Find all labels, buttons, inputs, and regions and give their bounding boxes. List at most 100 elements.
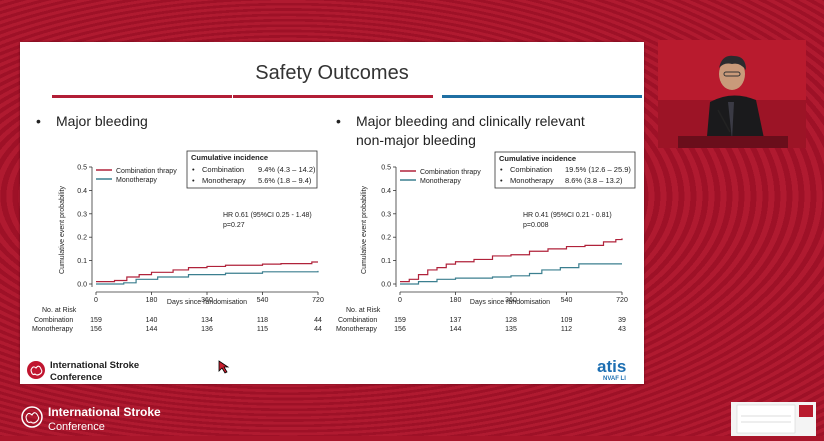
risk-value: 136	[201, 326, 213, 333]
x-tick-label: 0	[398, 297, 402, 304]
svg-text:Monotherapy: Monotherapy	[32, 326, 73, 333]
y-tick-label: 0.3	[77, 211, 87, 218]
y-tick-label: 0.3	[381, 211, 391, 218]
svg-text:Combination: Combination	[338, 317, 377, 324]
left-legend-monotherapy: Monotherapy	[116, 177, 157, 184]
left-hr: HR 0.61 (95%CI 0.25 - 1.48)	[223, 212, 312, 219]
x-tick-label: 360	[201, 297, 213, 304]
series-line-monotherapy	[96, 270, 319, 285]
svg-text:Combination: Combination	[34, 317, 73, 324]
y-tick-label: 0.4	[381, 188, 391, 195]
risk-value: 115	[257, 326, 268, 333]
svg-text:NVAF LI: NVAF LI	[603, 376, 626, 382]
conference-branding: International Stroke Conference	[21, 405, 161, 433]
svg-text:19.5% (12.6 – 25.9): 19.5% (12.6 – 25.9)	[565, 165, 631, 174]
risk-value: 112	[561, 326, 572, 333]
risk-value: 118	[257, 317, 268, 324]
svg-text:atis: atis	[597, 357, 626, 376]
y-tick-label: 0.0	[381, 282, 391, 289]
x-tick-label: 720	[616, 297, 628, 304]
risk-value: 44	[314, 317, 322, 324]
y-tick-label: 0.2	[77, 235, 87, 242]
risk-value: 134	[201, 317, 213, 324]
risk-value: 137	[450, 317, 462, 324]
right-pvalue: p=0.008	[523, 222, 549, 229]
svg-text:International Stroke: International Stroke	[50, 360, 139, 371]
title-rule-mid	[233, 95, 433, 98]
y-tick-label: 0.1	[77, 258, 87, 265]
title-rule-right	[442, 95, 642, 98]
svg-text:Cumulative incidence: Cumulative incidence	[499, 154, 576, 163]
right-incidence-box: Cumulative incidence • Combination 19.5%…	[494, 151, 636, 189]
svg-text:8.6% (3.8 – 13.2): 8.6% (3.8 – 13.2)	[565, 176, 623, 185]
svg-text:No. at Risk: No. at Risk	[42, 307, 77, 314]
right-ylabel: Cumulative event probability	[361, 186, 368, 274]
left-ylabel: Cumulative event probability	[59, 186, 66, 274]
risk-value: 144	[450, 326, 462, 333]
risk-value: 144	[146, 326, 158, 333]
risk-value: 156	[90, 326, 102, 333]
left-risk-table: No. at Risk Combination Monotherapy 159 1…	[32, 307, 322, 333]
right-hr: HR 0.41 (95%CI 0.21 - 0.81)	[523, 212, 612, 219]
left-incidence-box: Cumulative incidence • Combination 9.4% …	[186, 150, 318, 189]
svg-text:•: •	[500, 176, 503, 185]
speaker-video	[658, 40, 806, 148]
presentation-slide: Safety Outcomes • Major bleeding • Major…	[20, 42, 644, 384]
y-tick-label: 0.1	[381, 258, 391, 265]
brain-icon	[27, 361, 45, 379]
risk-value: 44	[314, 326, 322, 333]
svg-text:Monotherapy: Monotherapy	[510, 176, 554, 185]
x-tick-label: 180	[450, 297, 462, 304]
slide-thumbnail[interactable]	[731, 402, 816, 436]
y-tick-label: 0.4	[77, 188, 87, 195]
x-tick-label: 540	[257, 297, 269, 304]
svg-text:Conference: Conference	[48, 421, 105, 433]
x-tick-label: 180	[146, 297, 158, 304]
svg-text:Cumulative incidence: Cumulative incidence	[191, 153, 268, 162]
microphone	[717, 109, 731, 133]
left-km-chart: Cumulative event probability Combination…	[32, 150, 324, 333]
risk-value: 39	[618, 317, 626, 324]
x-tick-label: 540	[561, 297, 573, 304]
svg-text:•: •	[192, 165, 195, 174]
series-line-combination-thrapy	[400, 238, 623, 283]
series-line-combination-thrapy	[96, 261, 318, 283]
y-tick-label: 0.0	[77, 282, 87, 289]
svg-text:•: •	[500, 165, 503, 174]
risk-value: 128	[505, 317, 517, 324]
svg-text:Monotherapy: Monotherapy	[202, 176, 246, 185]
svg-text:International Stroke: International Stroke	[48, 405, 161, 419]
right-legend-combination: Combination thrapy	[420, 169, 481, 176]
slide-title: Safety Outcomes	[255, 62, 409, 84]
speaker-figure	[658, 40, 806, 148]
svg-text:No. at Risk: No. at Risk	[346, 307, 381, 314]
left-series-legend: Combination thrapy Monotherapy	[96, 168, 177, 184]
right-plot-area: 0.0 0.1 0.2 0.3 0.4 0.5 0 180 360 540 720	[381, 165, 628, 305]
risk-value: 135	[505, 326, 517, 333]
y-tick-label: 0.5	[77, 165, 87, 172]
risk-value: 109	[561, 317, 573, 324]
x-tick-label: 0	[94, 297, 98, 304]
series-line-monotherapy	[400, 263, 622, 285]
risk-value: 140	[146, 317, 158, 324]
left-plot-area: 0.0 0.1 0.2 0.3 0.4 0.5 0 180 360 540 720	[77, 165, 324, 305]
mouse-cursor-icon	[218, 360, 230, 374]
risk-value: 43	[618, 326, 626, 333]
svg-text:9.4% (4.3 – 14.2): 9.4% (4.3 – 14.2)	[258, 165, 316, 174]
left-legend-combination: Combination thrapy	[116, 168, 177, 175]
title-rule-left	[52, 95, 232, 98]
risk-value: 159	[90, 317, 102, 324]
brain-icon	[21, 406, 43, 428]
right-km-chart: Cumulative event probability Combination…	[336, 151, 636, 333]
svg-text:Combination: Combination	[510, 165, 552, 174]
risk-value: 156	[394, 326, 406, 333]
atis-logo: atis NVAF LI	[597, 357, 626, 382]
x-tick-label: 360	[505, 297, 517, 304]
x-tick-label: 720	[312, 297, 324, 304]
right-xlabel: Days since randomisation	[470, 299, 550, 306]
left-xlabel: Days since randomisation	[167, 299, 247, 306]
svg-text:Combination: Combination	[202, 165, 244, 174]
y-tick-label: 0.5	[381, 165, 391, 172]
slide-conference-logo: International Stroke Conference	[27, 360, 139, 383]
podium	[678, 136, 788, 148]
